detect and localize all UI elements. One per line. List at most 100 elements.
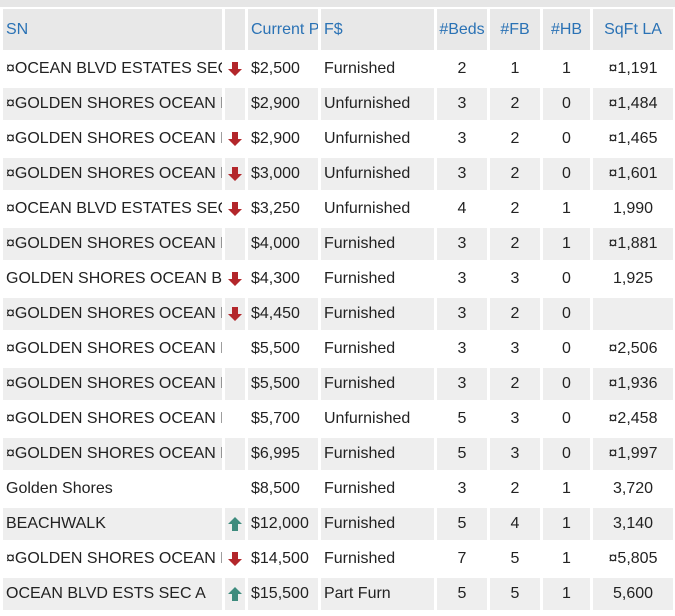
listing-row: ¤GOLDEN SHORES OCEAN B $6,995 Furnished 5 3 0… [3,438,673,470]
cell: ¤5,805 [608,550,658,567]
cell: ¤GOLDEN SHORES OCEAN B [6,550,222,567]
cell: Unfurnished [324,130,411,147]
header-cell: #Beds [437,9,487,50]
up-arrow [228,517,242,531]
cell: 3 [457,270,467,287]
cell: 0 [562,130,571,147]
arrow-cell [225,508,245,540]
cell: $4,000 [248,228,318,260]
cell: 3 [437,88,487,120]
cell: 5 [437,508,487,540]
cell: Furnished [324,550,396,567]
cell: 3 [457,340,467,357]
arrow-cell [225,193,245,225]
cell: Furnished [321,228,434,260]
listing-row: ¤OCEAN BLVD ESTATES SEC $3,250 Unfurnished… [3,193,673,225]
cell: ¤1,936 [593,368,673,400]
cell: 3 [437,158,487,190]
cell: 1 [562,200,571,217]
listing-row: BEACHWALK $12,000 Furnished 5 4 1 3,140 [3,508,673,540]
cell: Unfurnished [324,410,411,427]
cell: 5,600 [593,578,673,610]
cell: 2 [490,158,540,190]
cell: ¤OCEAN BLVD ESTATES SEC [6,200,222,217]
arrow-cell [225,228,245,260]
cell: 5 [490,578,540,610]
cell: 3 [490,438,540,470]
cell: 2 [490,368,540,400]
listing-row: ¤GOLDEN SHORES OCEAN B $2,900 Unfurnished 3… [3,88,673,120]
arrow-cell [225,88,245,120]
cell: ¤GOLDEN SHORES OCEAN B [3,228,222,260]
cell: 3 [437,368,487,400]
cell: $5,700 [251,410,300,427]
arrow-cell [225,158,245,190]
cell: 3 [437,228,487,260]
cell: ¤GOLDEN SHORES OCEAN B [6,410,222,427]
cell: ¤1,191 [608,60,658,77]
cell: 1 [562,60,571,77]
arrow-cell [225,298,245,330]
cell: OCEAN BLVD ESTS SEC A [3,578,222,610]
cell: Unfurnished [321,158,434,190]
cell: 2 [510,130,520,147]
listing-row: ¤GOLDEN SHORES OCEAN B $3,000 Unfurnished 3… [3,158,673,190]
header-cell [225,9,245,50]
cell: $4,300 [251,270,300,287]
arrow-cell [225,123,245,155]
header-cell: SqFt LA [593,9,673,50]
cell: $3,000 [248,158,318,190]
cell: ¤GOLDEN SHORES OCEAN B [6,340,222,357]
listing-row: ¤GOLDEN SHORES OCEAN B $14,500 Furnished 7 5… [3,543,673,575]
down-arrow [228,202,242,216]
up-arrow [228,587,242,601]
cell: 3,720 [612,480,654,497]
listing-row: Golden Shores $8,500 Furnished 3 2 1 3,720 [3,473,673,505]
cell: 3 [510,410,520,427]
cell: $5,500 [248,368,318,400]
cell: 2 [457,60,467,77]
header-row: SN Current P F$ #Beds #FB #HB SqFt LA [3,9,673,50]
listing-row: ¤GOLDEN SHORES OCEAN B $4,450 Furnished 3 2 0 [3,298,673,330]
cell: Unfurnished [321,88,434,120]
cell: 5 [437,438,487,470]
cell: 1 [543,228,590,260]
down-arrow [228,62,242,76]
cell: GOLDEN SHORES OCEAN BLV [6,270,222,287]
cell: 2 [510,200,520,217]
cell: 2 [490,88,540,120]
cell: ¤GOLDEN SHORES OCEAN B [3,158,222,190]
cell: ¤2,506 [608,340,658,357]
cell [593,298,673,330]
down-arrow [228,307,242,321]
cell: ¤GOLDEN SHORES OCEAN B [3,298,222,330]
cell: 4 [490,508,540,540]
cell: ¤2,458 [608,410,658,427]
cell: ¤1,997 [593,438,673,470]
cell: 1 [543,578,590,610]
down-arrow [228,132,242,146]
cell: 5 [437,578,487,610]
down-arrow [228,167,242,181]
cell: Furnished [321,368,434,400]
cell: $2,900 [248,88,318,120]
cell: 0 [543,88,590,120]
cell: 2 [490,298,540,330]
down-arrow [228,552,242,566]
cell: 1,990 [612,200,654,217]
cell: 3 [510,340,520,357]
listing-row: GOLDEN SHORES OCEAN BLV $4,300 Furnished 3 3… [3,263,673,295]
arrow-cell [225,53,245,85]
cell: 0 [562,270,571,287]
cell: $2,500 [251,60,300,77]
listing-row: ¤OCEAN BLVD ESTATES SEC $2,500 Furnished 2 1… [3,53,673,85]
cell: 2 [490,228,540,260]
down-arrow [228,272,242,286]
cell: Furnished [321,508,434,540]
header-cell: #HB [543,9,590,50]
cell: $12,000 [248,508,318,540]
cell: ¤1,484 [593,88,673,120]
cell: Furnished [324,270,396,287]
cell: BEACHWALK [3,508,222,540]
